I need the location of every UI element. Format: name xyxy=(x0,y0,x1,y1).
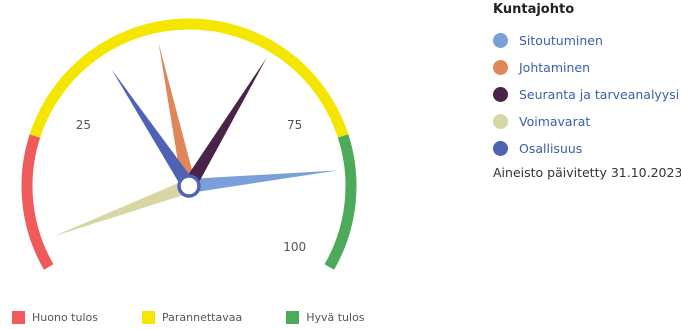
gauge-bands xyxy=(21,18,357,270)
needle-osallisuus xyxy=(111,69,195,190)
legend-item-sitoutuminen[interactable]: Sitoutuminen xyxy=(493,30,679,50)
gauge-band-parannettavaa xyxy=(29,18,349,138)
gauge-pivot xyxy=(177,174,201,198)
legend-label: Johtaminen xyxy=(519,59,591,75)
gauge-chart: 25 75 100 xyxy=(21,18,357,270)
legend-item-osallisuus[interactable]: Osallisuus xyxy=(493,138,679,158)
band-legend-label: Parannettavaa xyxy=(161,311,243,324)
legend-label: Osallisuus xyxy=(519,140,583,156)
band-legend-hyva-tulos[interactable]: Hyvä tulos xyxy=(286,311,365,324)
updated-date: Aineisto päivitetty 31.10.2023 xyxy=(493,165,681,180)
legend-dot-icon xyxy=(493,113,508,129)
side-panel: Kuntajohto Sitoutuminen Johtaminen Seurant… xyxy=(493,2,681,180)
legend-dot-icon xyxy=(493,59,508,75)
band-swatch-icon xyxy=(12,311,25,324)
gauge-needles xyxy=(53,43,339,237)
gauge-band-huono-tulos xyxy=(21,134,54,270)
legend-dot-icon xyxy=(493,32,508,48)
legend-item-voimavarat[interactable]: Voimavarat xyxy=(493,111,679,131)
series-legend: Sitoutuminen Johtaminen Seuranta ja tarvea… xyxy=(493,30,679,158)
band-legend-label: Huono tulos xyxy=(32,311,98,324)
needle-johtaminen xyxy=(158,43,196,188)
tick-label-75: 75 xyxy=(287,118,302,132)
legend-dot-icon xyxy=(493,86,508,102)
tick-label-25: 25 xyxy=(76,118,91,132)
band-swatch-icon xyxy=(286,311,300,324)
legend-label: Voimavarat xyxy=(519,113,591,129)
band-legend-huono-tulos[interactable]: Huono tulos xyxy=(12,311,98,324)
legend-label: Sitoutuminen xyxy=(519,32,603,48)
bands-legend: Huono tulos Parannettavaa Hyvä tulos xyxy=(12,311,409,324)
gauge-band-hyva-tulos xyxy=(324,134,357,270)
tick-label-100: 100 xyxy=(283,240,306,254)
needle-voimavarat xyxy=(53,179,192,237)
band-swatch-icon xyxy=(141,311,155,324)
band-legend-label: Hyvä tulos xyxy=(306,311,365,324)
legend-dot-icon xyxy=(493,140,508,156)
panel-title: Kuntajohto xyxy=(493,2,575,17)
legend-item-johtaminen[interactable]: Johtaminen xyxy=(493,57,679,77)
gauge-tick-labels: 25 75 100 xyxy=(76,118,306,254)
needle-sitoutuminen xyxy=(188,170,339,193)
legend-label: Seuranta ja tarveanalyysi xyxy=(519,86,680,102)
legend-item-seuranta-ja-tarveanalyysi[interactable]: Seuranta ja tarveanalyysi xyxy=(493,84,679,104)
band-legend-parannettavaa[interactable]: Parannettavaa xyxy=(141,311,243,324)
needle-seuranta-ja-tarveanalyysi xyxy=(183,57,267,190)
